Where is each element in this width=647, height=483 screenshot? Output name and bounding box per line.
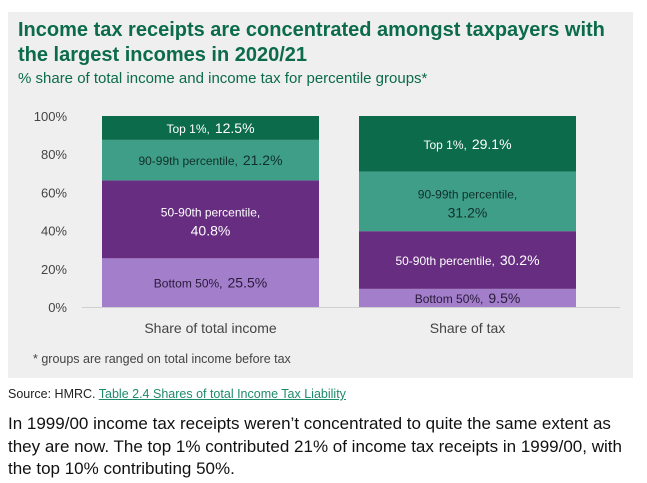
segment-label: 50-90th percentile, 40.8% bbox=[161, 205, 260, 238]
segment-label: Top 1%, 12.5% bbox=[166, 120, 254, 136]
stacked-bar-chart: 0% 20% 40% 60% 80% 100% Bottom 50%, 25.5% 50-90t… bbox=[34, 109, 620, 336]
segment-label: 90-99th percentile, 31.2% bbox=[418, 187, 517, 220]
bar-segment bbox=[359, 171, 576, 232]
body-paragraph: In 1999/00 income tax receipts weren’t c… bbox=[8, 414, 622, 478]
segment-label: 50-90th percentile, 30.2% bbox=[395, 252, 539, 268]
x-category-label: Share of tax bbox=[430, 320, 506, 336]
bar-segment bbox=[102, 116, 319, 140]
bar-segment bbox=[359, 116, 576, 172]
bar-segment bbox=[102, 180, 319, 259]
y-tick-label: 20% bbox=[41, 262, 67, 277]
y-tick-label: 0% bbox=[48, 300, 67, 315]
segment-label: Bottom 50%, 9.5% bbox=[415, 290, 521, 306]
x-category-label: Share of total income bbox=[144, 320, 277, 336]
segment-label: Top 1%, 29.1% bbox=[423, 136, 511, 152]
y-tick-label: 80% bbox=[41, 147, 67, 162]
y-tick-label: 100% bbox=[34, 109, 68, 124]
y-tick-label: 60% bbox=[41, 185, 67, 200]
source-link[interactable]: Table 2.4 Shares of total Income Tax Lia… bbox=[98, 387, 346, 401]
bar-segment bbox=[359, 231, 576, 289]
bar-segment bbox=[102, 139, 319, 181]
source-prefix: Source: HMRC. bbox=[8, 387, 96, 401]
chart-subtitle: % share of total income and income tax f… bbox=[18, 70, 428, 87]
chart-title: Income tax receipts are concentrated amo… bbox=[18, 19, 605, 66]
footnote: * groups are ranged on total income befo… bbox=[33, 352, 291, 366]
segment-label: 90-99th percentile, 21.2% bbox=[138, 152, 282, 168]
y-tick-label: 40% bbox=[41, 224, 67, 239]
bar-segment bbox=[102, 258, 319, 307]
source-line: Source: HMRC. Table 2.4 Shares of total … bbox=[8, 387, 346, 401]
bar-segment bbox=[359, 288, 576, 307]
segment-label: Bottom 50%, 25.5% bbox=[154, 275, 267, 291]
